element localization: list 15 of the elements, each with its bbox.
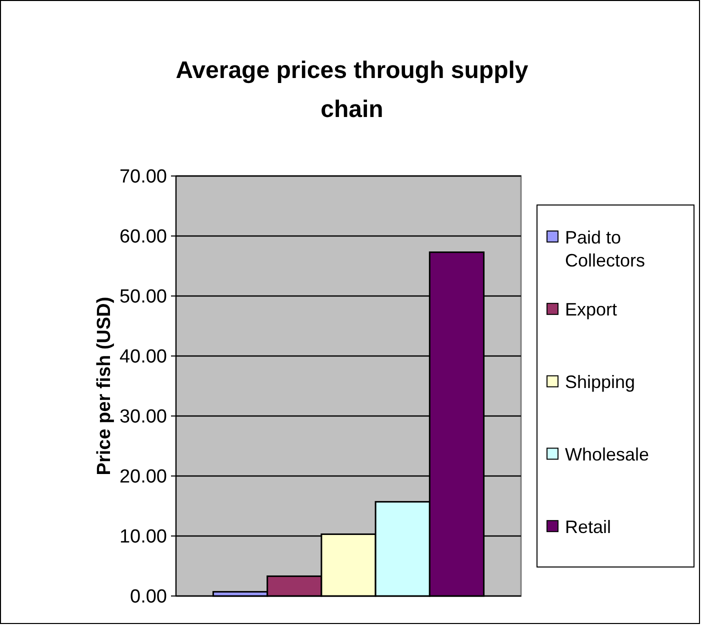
y-tick-label: 60.00 [119, 226, 167, 248]
legend-label: Wholesale [565, 444, 650, 464]
y-tick-label: 0.00 [130, 586, 167, 608]
legend-label: Paid to Collectors [565, 227, 646, 270]
y-tick-label: 30.00 [119, 406, 167, 428]
y-tick-label: 20.00 [119, 466, 167, 488]
legend-label: Export [565, 300, 618, 320]
y-tick-label: 10.00 [119, 526, 167, 548]
legend-label: Shipping [565, 372, 636, 392]
y-tick-label: 50.00 [119, 286, 167, 308]
chart-title: Average prices through supply chain [176, 57, 529, 123]
y-tick-label: 70.00 [119, 166, 167, 188]
y-tick-label: 40.00 [119, 346, 167, 368]
legend-label: Retail [565, 516, 612, 537]
y-axis-title: Price per fish (USD) [94, 296, 115, 476]
